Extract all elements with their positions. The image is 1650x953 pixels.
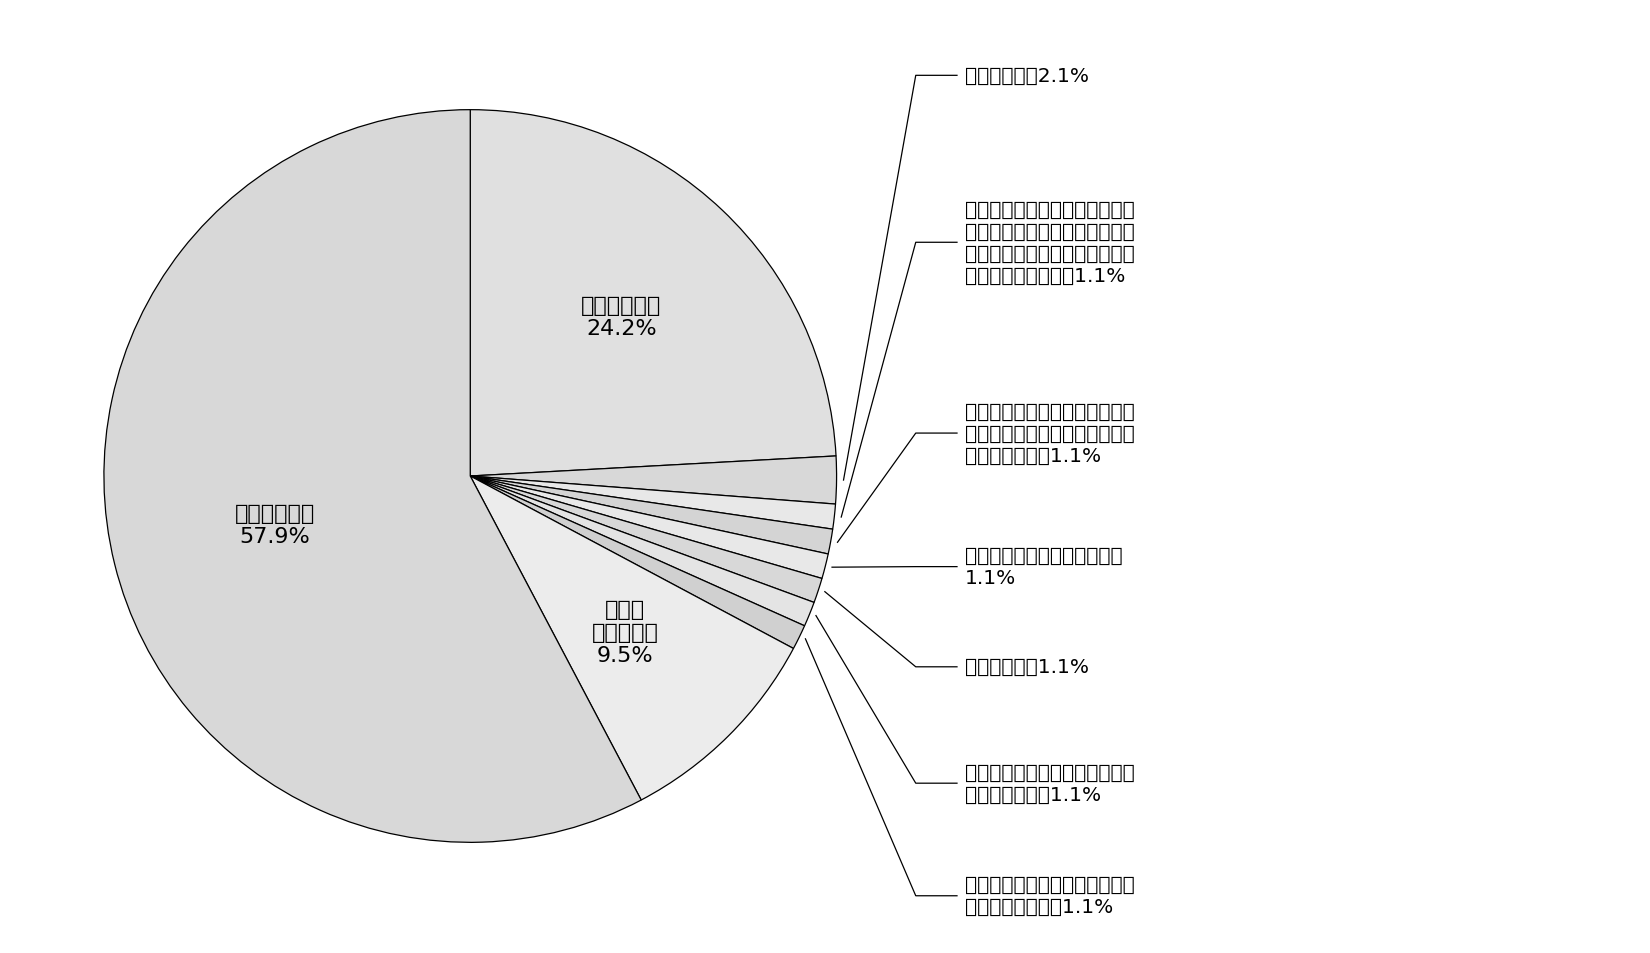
Wedge shape bbox=[470, 476, 805, 649]
Wedge shape bbox=[470, 476, 828, 578]
Text: わからない　1.1%: わからない 1.1% bbox=[965, 658, 1089, 677]
Wedge shape bbox=[470, 111, 837, 476]
Wedge shape bbox=[104, 111, 642, 842]
Text: 何とか
対応できる
9.5%: 何とか 対応できる 9.5% bbox=[592, 598, 658, 665]
Wedge shape bbox=[470, 476, 835, 530]
Text: 様々な業種があるので、はっき
り答えられない　1.1%: 様々な業種があるので、はっき り答えられない 1.1% bbox=[965, 876, 1135, 916]
Text: 対応は難しい
57.9%: 対応は難しい 57.9% bbox=[234, 503, 315, 546]
Text: 管理職・事務職等、直接処遇に
携わっていない職員を先遣隊と
して派遣する　1.1%: 管理職・事務職等、直接処遇に 携わっていない職員を先遣隊と して派遣する 1.1… bbox=[965, 402, 1135, 465]
Text: 対応できる　2.1%: 対応できる 2.1% bbox=[965, 67, 1089, 86]
Text: 物理的には可能だが、そのとき
の状況しだい　1.1%: 物理的には可能だが、そのとき の状況しだい 1.1% bbox=[965, 763, 1135, 803]
Text: 近隣の法人とのそういった相談
はできていないと思うが、いざ
というときの融通のしあいは、
一定可能かと思う　1.1%: 近隣の法人とのそういった相談 はできていないと思うが、いざ というときの融通のし… bbox=[965, 200, 1135, 286]
Wedge shape bbox=[470, 476, 833, 555]
Wedge shape bbox=[470, 476, 813, 626]
Wedge shape bbox=[470, 456, 837, 504]
Wedge shape bbox=[470, 476, 822, 603]
Text: その時の状況を見て判断する
1.1%: その時の状況を見て判断する 1.1% bbox=[965, 547, 1124, 587]
Wedge shape bbox=[470, 476, 794, 801]
Text: 対応できない
24.2%: 対応できない 24.2% bbox=[581, 295, 662, 338]
